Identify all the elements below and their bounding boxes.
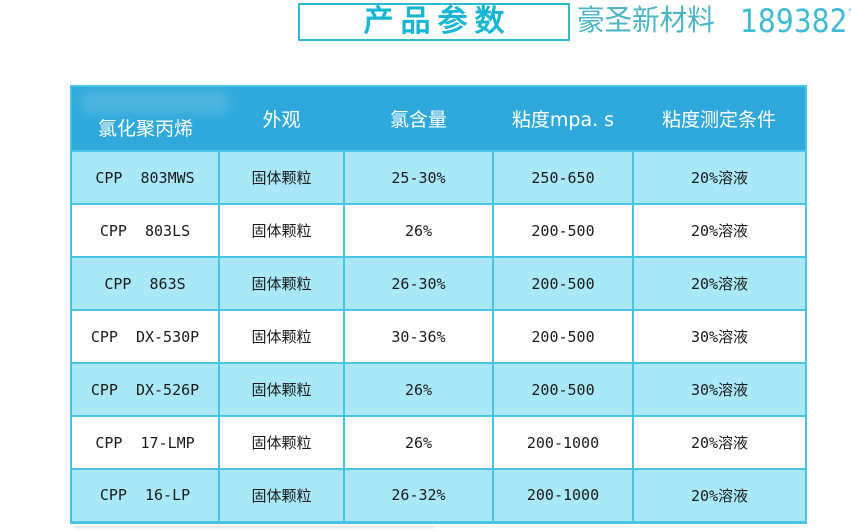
cell-condition: 20%溶液 [632,256,807,311]
cell-viscosity: 200-500 [492,203,634,258]
column-header-appearance: 外观 [219,86,344,151]
cell-chlorine: 26% [343,415,494,470]
cell-appearance: 固体颗粒 [218,362,345,417]
table-row: CPP DX-530P 固体颗粒 30-36% 200-500 30%溶液 [70,309,807,364]
cell-chlorine: 26-32% [343,468,494,523]
cell-viscosity: 200-1000 [492,468,634,523]
column-header-viscosity-condition: 粘度测定条件 [633,86,806,151]
page-title: 产品参数 [363,4,512,39]
cell-appearance: 固体颗粒 [218,468,345,523]
table-row: CPP 803MWS 固体颗粒 25-30% 250-650 20%溶液 [70,150,807,205]
cell-viscosity: 200-1000 [492,415,634,470]
cell-viscosity: 200-500 [492,256,634,311]
cell-model: CPP 803LS [70,203,220,258]
cell-condition: 30%溶液 [632,362,807,417]
column-header-chlorine-content: 氯含量 [344,86,493,151]
cell-viscosity: 250-650 [492,150,634,205]
phone-number: 18938274312 [740,2,851,40]
cell-chlorine: 26% [343,362,494,417]
page-title-box: 产品参数 [298,3,570,41]
cell-condition: 20%溶液 [632,415,807,470]
table-row: CPP 863S 固体颗粒 26-30% 200-500 20%溶液 [70,256,807,311]
cell-viscosity: 200-500 [492,362,634,417]
cell-model: CPP DX-526P [70,362,220,417]
cell-model: CPP 17-LMP [70,415,220,470]
cell-appearance: 固体颗粒 [218,150,345,205]
product-parameters-table: 氯化聚丙烯 外观 氯含量 粘度mpa. s 粘度测定条件 CPP 803MWS … [70,85,807,524]
cell-condition: 20%溶液 [632,468,807,523]
cell-appearance: 固体颗粒 [218,256,345,311]
table-row: CPP 16-LP 固体颗粒 26-32% 200-1000 20%溶液 [70,468,807,523]
company-name: 豪圣新材料 [577,3,715,38]
cell-condition: 20%溶液 [632,203,807,258]
brand-block: 豪圣新材料 18938274312 [577,2,851,40]
cell-model: CPP DX-530P [70,309,220,364]
cell-chlorine: 30-36% [343,309,494,364]
top-banner: 产品参数 豪圣新材料 18938274312 [0,0,851,46]
cell-appearance: 固体颗粒 [218,415,345,470]
watermark-smudge [74,526,434,528]
cell-viscosity: 200-500 [492,309,634,364]
cell-model: CPP 863S [70,256,220,311]
column-header-product: 氯化聚丙烯 [71,86,219,151]
column-header-viscosity: 粘度mpa. s [493,86,633,151]
cell-model: CPP 16-LP [70,468,220,523]
cell-model: CPP 803MWS [70,150,220,205]
cell-chlorine: 25-30% [343,150,494,205]
cell-chlorine: 26% [343,203,494,258]
table-row: CPP DX-526P 固体颗粒 26% 200-500 30%溶液 [70,362,807,417]
table-header-row: 氯化聚丙烯 外观 氯含量 粘度mpa. s 粘度测定条件 [71,86,806,151]
cell-appearance: 固体颗粒 [218,203,345,258]
cell-chlorine: 26-30% [343,256,494,311]
cell-condition: 20%溶液 [632,150,807,205]
cell-appearance: 固体颗粒 [218,309,345,364]
cell-condition: 30%溶液 [632,309,807,364]
table-row: CPP 17-LMP 固体颗粒 26% 200-1000 20%溶液 [70,415,807,470]
table-row: CPP 803LS 固体颗粒 26% 200-500 20%溶液 [70,203,807,258]
